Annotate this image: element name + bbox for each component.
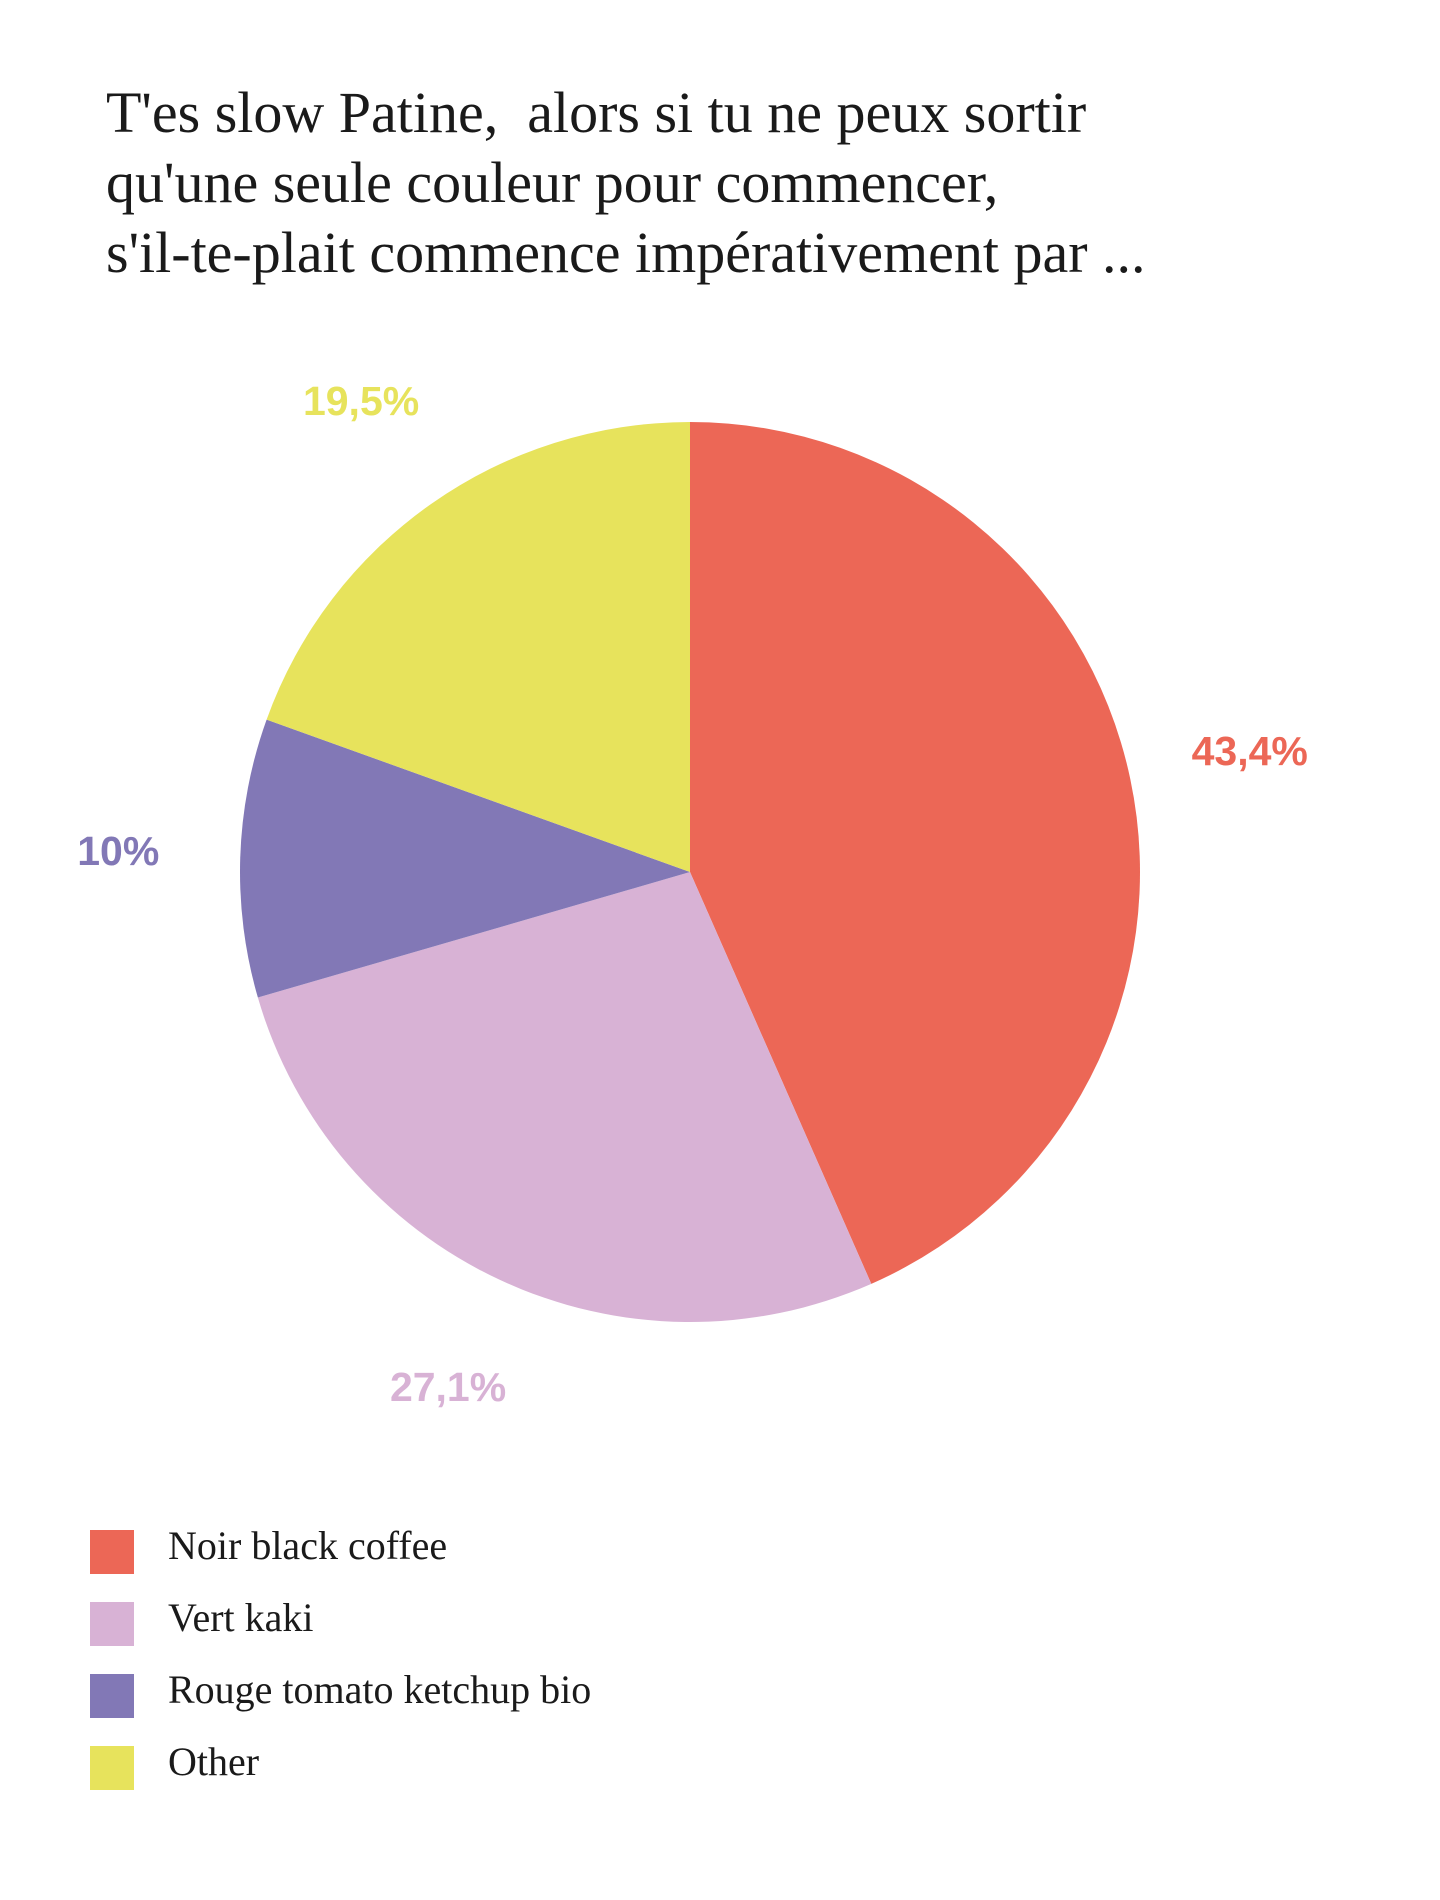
slice-value-label: 10% <box>77 828 159 874</box>
legend-label: Vert kaki <box>168 1595 314 1640</box>
legend-swatch <box>90 1674 134 1718</box>
chart-title: T'es slow Patine, alors si tu ne peux so… <box>106 78 1356 288</box>
legend-swatch <box>90 1530 134 1574</box>
pie-chart: 43,4% 27,1% 10% 19,5% <box>77 378 1308 1410</box>
title-line: qu'une seule couleur pour commencer, <box>106 150 999 215</box>
slice-rouge-tomato-ketchup-bio <box>239 719 690 998</box>
legend-label: Rouge tomato ketchup bio <box>168 1667 592 1712</box>
slice-noir-black-coffee <box>690 422 1140 1284</box>
legend-label: Other <box>168 1739 260 1784</box>
slice-other <box>266 422 690 872</box>
legend-swatch <box>90 1746 134 1790</box>
title-line: s'il-te-plait commence impérativement pa… <box>106 220 1146 285</box>
slice-value-label: 43,4% <box>1192 728 1308 774</box>
slice-vert-kaki <box>257 872 872 1322</box>
legend-label: Noir black coffee <box>168 1523 448 1568</box>
legend-swatch <box>90 1602 134 1646</box>
slice-value-label: 19,5% <box>303 378 419 424</box>
title-line: T'es slow Patine, alors si tu ne peux so… <box>106 80 1087 145</box>
slice-value-label: 27,1% <box>390 1364 506 1410</box>
